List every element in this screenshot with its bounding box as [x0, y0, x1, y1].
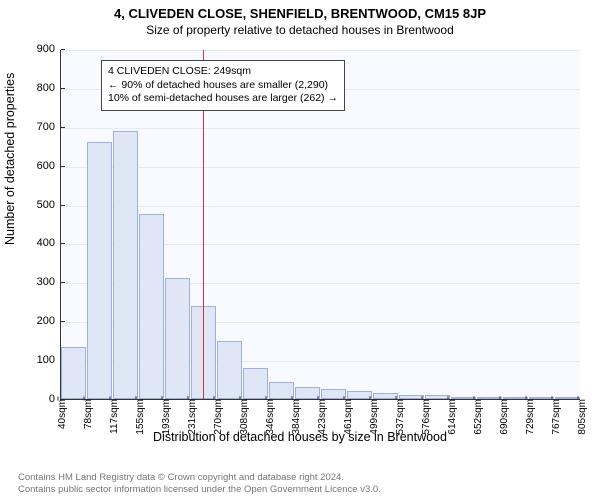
annot-line2: ← 90% of detached houses are smaller (2,…: [108, 79, 338, 93]
histogram-bar: [165, 278, 190, 399]
page-title: 4, CLIVEDEN CLOSE, SHENFIELD, BRENTWOOD,…: [0, 6, 600, 21]
histogram-bar: [321, 389, 346, 399]
gridline: [61, 50, 580, 51]
y-tick-label: 500: [37, 199, 61, 211]
footer-line2: Contains public sector information licen…: [18, 484, 381, 496]
y-tick-label: 400: [37, 237, 61, 249]
y-tick-label: 900: [37, 43, 61, 55]
histogram-bar: [113, 131, 138, 399]
gridline: [61, 167, 580, 168]
annot-line1: 4 CLIVEDEN CLOSE: 249sqm: [108, 65, 338, 79]
y-tick-label: 300: [37, 276, 61, 288]
gridline: [61, 206, 580, 207]
chart-container: Number of detached properties 0100200300…: [0, 40, 600, 450]
y-tick-label: 100: [37, 354, 61, 366]
gridline: [61, 128, 580, 129]
x-tick-label: 40sqm: [57, 399, 68, 429]
histogram-bar: [243, 368, 268, 399]
histogram-bar: [139, 214, 164, 399]
histogram-bar: [217, 341, 242, 399]
histogram-bar: [61, 347, 86, 400]
y-tick-label: 700: [37, 121, 61, 133]
page-subtitle: Size of property relative to detached ho…: [0, 23, 600, 37]
y-tick-label: 800: [37, 82, 61, 94]
annot-line3: 10% of semi-detached houses are larger (…: [108, 92, 338, 106]
histogram-bar: [269, 382, 294, 400]
footer-line1: Contains HM Land Registry data © Crown c…: [18, 472, 381, 484]
footer-credits: Contains HM Land Registry data © Crown c…: [18, 472, 381, 496]
x-axis-label: Distribution of detached houses by size …: [0, 430, 600, 444]
annotation-box: 4 CLIVEDEN CLOSE: 249sqm ← 90% of detach…: [101, 60, 345, 111]
y-axis-label: Number of detached properties: [3, 73, 17, 245]
histogram-bar: [295, 387, 321, 399]
histogram-bar: [87, 142, 113, 399]
histogram-plot: 010020030040050060070080090040sqm78sqm11…: [60, 50, 580, 400]
histogram-bar: [347, 391, 372, 399]
y-tick-label: 600: [37, 160, 61, 172]
x-tick-label: 117sqm: [109, 399, 120, 434]
y-tick-label: 200: [37, 315, 61, 327]
x-tick-label: 78sqm: [83, 399, 94, 429]
